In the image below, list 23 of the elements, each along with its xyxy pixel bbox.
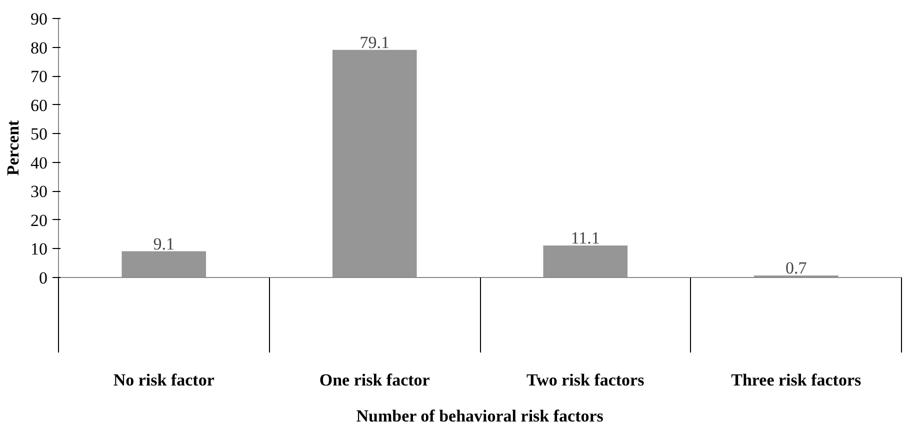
x-axis-title: Number of behavioral risk factors [356, 406, 604, 426]
x-tick-label: No risk factor [113, 370, 215, 390]
y-tick-label: 30 [30, 182, 48, 202]
bar [332, 50, 417, 278]
y-tick-label: 90 [30, 10, 48, 28]
y-tick-label: 50 [30, 124, 48, 144]
y-tick-label: 0 [39, 268, 48, 288]
bar [122, 251, 206, 278]
bar [543, 246, 628, 278]
y-tick-label: 40 [30, 153, 48, 172]
y-tick-label: 70 [30, 67, 48, 86]
y-tick-label: 20 [30, 210, 48, 230]
x-tick-label: Three risk factors [731, 370, 862, 390]
y-tick-label: 80 [30, 38, 48, 58]
x-tick-label: One risk factor [319, 370, 430, 390]
y-tick-label: 60 [30, 96, 48, 115]
data-label: 11.1 [570, 228, 600, 248]
y-tick-label: 10 [30, 240, 48, 259]
data-label: 79.1 [360, 32, 390, 52]
x-tick-label: Two risk factors [526, 370, 645, 390]
y-axis-title: Percent [4, 120, 22, 176]
data-label: 0.7 [786, 258, 808, 278]
data-label: 9.1 [153, 234, 174, 254]
